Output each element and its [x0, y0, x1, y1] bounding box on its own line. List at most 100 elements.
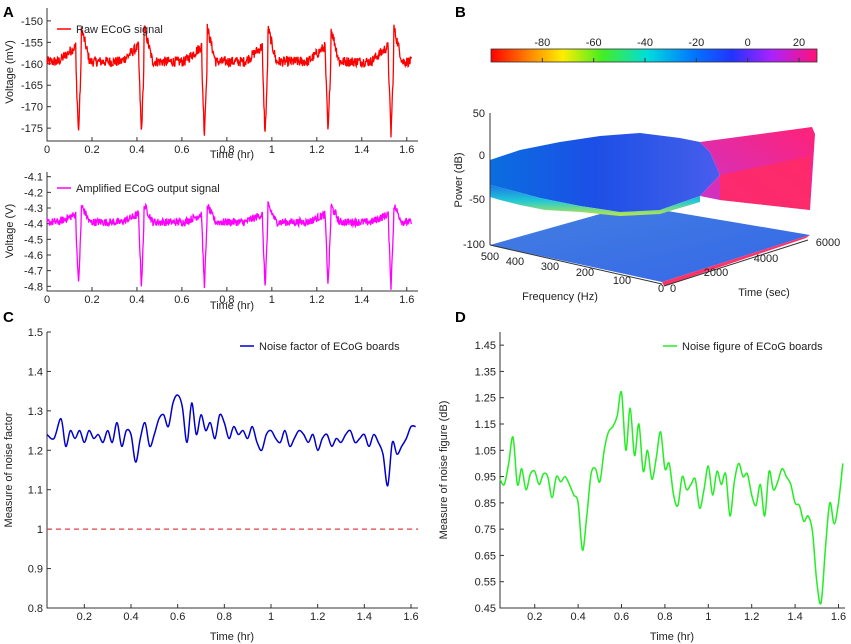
chart-a-bottom-xlabel: Time (hr) [210, 300, 254, 312]
freq-tick: 200 [576, 267, 594, 279]
x-tick-label: 0.6 [174, 144, 189, 156]
panel-label-b: B [455, 4, 466, 21]
y-tick-label: 1.2 [28, 445, 43, 457]
chart-c-xlabel: Time (hr) [210, 631, 254, 643]
y-tick-label: 1.35 [475, 366, 496, 378]
frequency-axis [489, 244, 663, 285]
x-tick-label: 1.4 [357, 611, 372, 623]
time-axis-label: Time (sec) [738, 287, 790, 299]
x-tick-label: 1.2 [309, 144, 324, 156]
noise-figure-line [499, 390, 844, 605]
x-tick-label: 0.8 [219, 294, 234, 306]
x-tick-label: 1.4 [787, 611, 802, 623]
freq-tick: 0 [658, 283, 664, 295]
x-tick-label: 1.2 [744, 611, 759, 623]
colorbar-tick-label: 0 [745, 37, 751, 49]
freq-tick: 400 [506, 256, 524, 268]
time-axis [663, 239, 809, 287]
y-tick-label: 0.9 [28, 564, 43, 576]
y-tick-label: 0.55 [475, 577, 496, 589]
y-tick-label: 1.15 [475, 419, 496, 431]
freq-tick: 500 [481, 251, 499, 263]
surface-sheet [490, 133, 720, 212]
panel-label-a: A [3, 4, 14, 21]
x-tick-label: 0.2 [527, 611, 542, 623]
colorbar-tick-label: -40 [637, 37, 653, 49]
x-tick-label: 1.4 [354, 294, 369, 306]
x-tick-label: 0.4 [123, 611, 138, 623]
x-tick-label: 1.6 [399, 294, 414, 306]
y-tick-label: 1 [37, 524, 43, 536]
freq-tick: 100 [613, 275, 631, 287]
surface-floor-edge [662, 235, 810, 286]
y-tick-label: -4.4 [24, 219, 43, 231]
y-tick-label: 0.75 [475, 524, 496, 536]
chart-a-bottom-ylabel: Voltage (V) [4, 204, 16, 258]
y-tick-label: -175 [21, 123, 43, 135]
chart-c: 0.2 0.4 0.6 0.8 1 1.2 1.4 1.6 1.5 1.4 1.3 1.2 1.1 1 0.… [3, 327, 419, 643]
freq-tick: 300 [541, 261, 559, 273]
y-tick-label: -155 [21, 37, 43, 49]
y-tick-label: 1.3 [28, 406, 43, 418]
x-tick-label: 1.6 [403, 611, 418, 623]
z-tick: -50 [469, 194, 485, 206]
legend-noise-figure-label: Noise figure of ECoG boards [682, 341, 823, 353]
legend-noise-factor-label: Noise factor of ECoG boards [259, 341, 400, 353]
colorbar-tick-label: -60 [586, 37, 602, 49]
x-tick-label: 0.4 [129, 144, 144, 156]
x-tick-label: 0.8 [219, 144, 234, 156]
y-tick-label: -4.1 [24, 172, 43, 184]
y-tick-label: 1.5 [28, 327, 43, 339]
x-tick-label: 1.2 [309, 294, 324, 306]
z-tick: 0 [479, 150, 485, 162]
time-tick: 0 [670, 283, 676, 295]
x-tick-label: 0.8 [217, 611, 232, 623]
chart-d: 0.2 0.4 0.6 0.8 1 1.2 1.4 1.6 1.45 1.35 1.25 1.15 1.… [438, 332, 846, 643]
y-tick-label: 0.85 [475, 498, 496, 510]
y-tick-label: 1.4 [28, 366, 43, 378]
y-tick-label: 0.65 [475, 550, 496, 562]
y-tick-label: 1.25 [475, 393, 496, 405]
chart-d-ylabel: Measure of noise figure (dB) [438, 401, 450, 540]
chart-b: -80 -60 -40 -20 0 20 50 0 -50 -100 Power (dB)… [453, 37, 840, 303]
legend-raw-label: Raw ECoG signal [76, 24, 163, 36]
time-tick: 6000 [816, 237, 840, 249]
y-tick-label: 1.45 [475, 340, 496, 352]
x-tick-label: 1 [268, 611, 274, 623]
surface-ridge-face [720, 156, 810, 210]
x-tick-label: 1.4 [354, 144, 369, 156]
x-tick-label: 0 [44, 144, 50, 156]
y-tick-label: -4.8 [24, 281, 43, 293]
noise-factor-line [46, 394, 416, 487]
colorbar-tick-label: 20 [793, 37, 805, 49]
legend-amplified-label: Amplified ECoG output signal [76, 183, 220, 195]
y-tick-label: -4.5 [24, 234, 43, 246]
panel-label-c: C [3, 309, 14, 326]
chart-a-top-ylabel: Voltage (mV) [4, 40, 16, 104]
y-tick-label: -170 [21, 102, 43, 114]
y-tick-label: 1.05 [475, 445, 496, 457]
y-tick-label: 0.45 [475, 603, 496, 615]
y-tick-label: -4.2 [24, 187, 43, 199]
chart-d-axes [499, 332, 845, 609]
x-tick-label: 0.6 [170, 611, 185, 623]
raw-ecog-line [46, 23, 412, 138]
time-tick: 4000 [754, 253, 778, 265]
y-tick-label: -160 [21, 59, 43, 71]
x-tick-label: 0.4 [570, 611, 585, 623]
x-tick-label: 1.2 [310, 611, 325, 623]
chart-c-axes [46, 332, 418, 609]
chart-a-top: 0 0.2 0.4 0.6 0.8 1 1.2 1.4 1.6 -150 -155 -160 -165 -… [4, 8, 418, 161]
x-tick-label: 1.6 [831, 611, 846, 623]
y-tick-label: -4.7 [24, 266, 43, 278]
chart-c-ylabel: Measure of noise factor [3, 412, 15, 527]
z-axis-label: Power (dB) [453, 152, 465, 207]
x-tick-label: 0.2 [77, 611, 92, 623]
chart-d-xlabel: Time (hr) [650, 631, 694, 643]
colorbar-tick-label: -80 [534, 37, 550, 49]
x-tick-label: 0.4 [129, 294, 144, 306]
panel-label-d: D [455, 309, 466, 326]
y-tick-label: -4.3 [24, 203, 43, 215]
colorbar-tick-label: -20 [688, 37, 704, 49]
x-tick-label: 0.6 [174, 294, 189, 306]
